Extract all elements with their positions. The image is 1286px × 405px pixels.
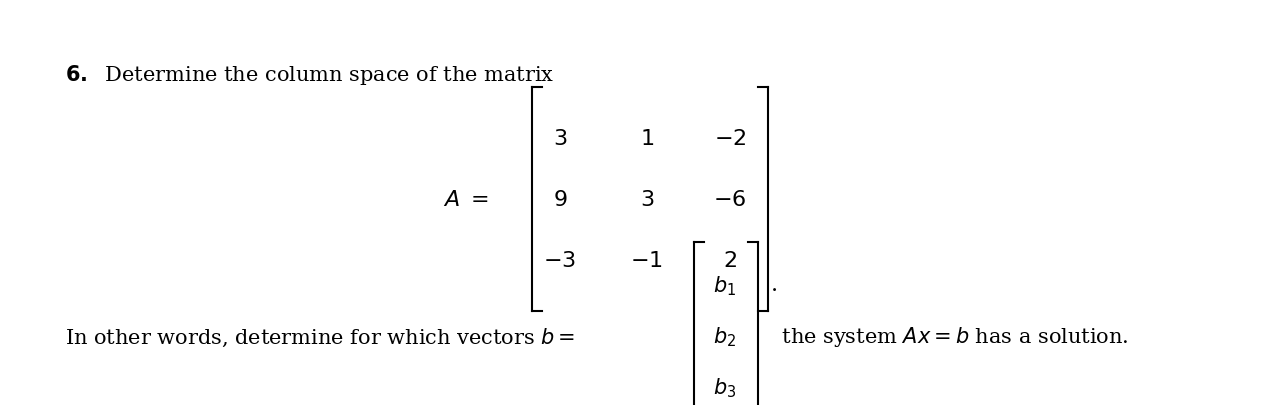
- Text: $3$: $3$: [553, 128, 567, 150]
- Text: $-1$: $-1$: [630, 249, 664, 271]
- Text: $b_1$: $b_1$: [714, 274, 737, 298]
- Text: $-2$: $-2$: [714, 128, 746, 150]
- Text: $A \ =$: $A \ =$: [444, 189, 490, 211]
- Text: $9$: $9$: [553, 189, 567, 211]
- Text: $\mathbf{6.}$  Determine the column space of the matrix: $\mathbf{6.}$ Determine the column space…: [66, 63, 554, 87]
- Text: $3$: $3$: [639, 189, 655, 211]
- Text: $b_2$: $b_2$: [714, 325, 737, 348]
- Text: .: .: [770, 273, 778, 295]
- Text: $-6$: $-6$: [714, 189, 747, 211]
- Text: $-3$: $-3$: [544, 249, 576, 271]
- Text: $1$: $1$: [639, 128, 653, 150]
- Text: $b_3$: $b_3$: [714, 376, 737, 399]
- Text: $2$: $2$: [723, 249, 737, 271]
- Text: In other words, determine for which vectors $b = $: In other words, determine for which vect…: [66, 326, 576, 348]
- Text: the system $Ax = b$ has a solution.: the system $Ax = b$ has a solution.: [774, 325, 1128, 349]
